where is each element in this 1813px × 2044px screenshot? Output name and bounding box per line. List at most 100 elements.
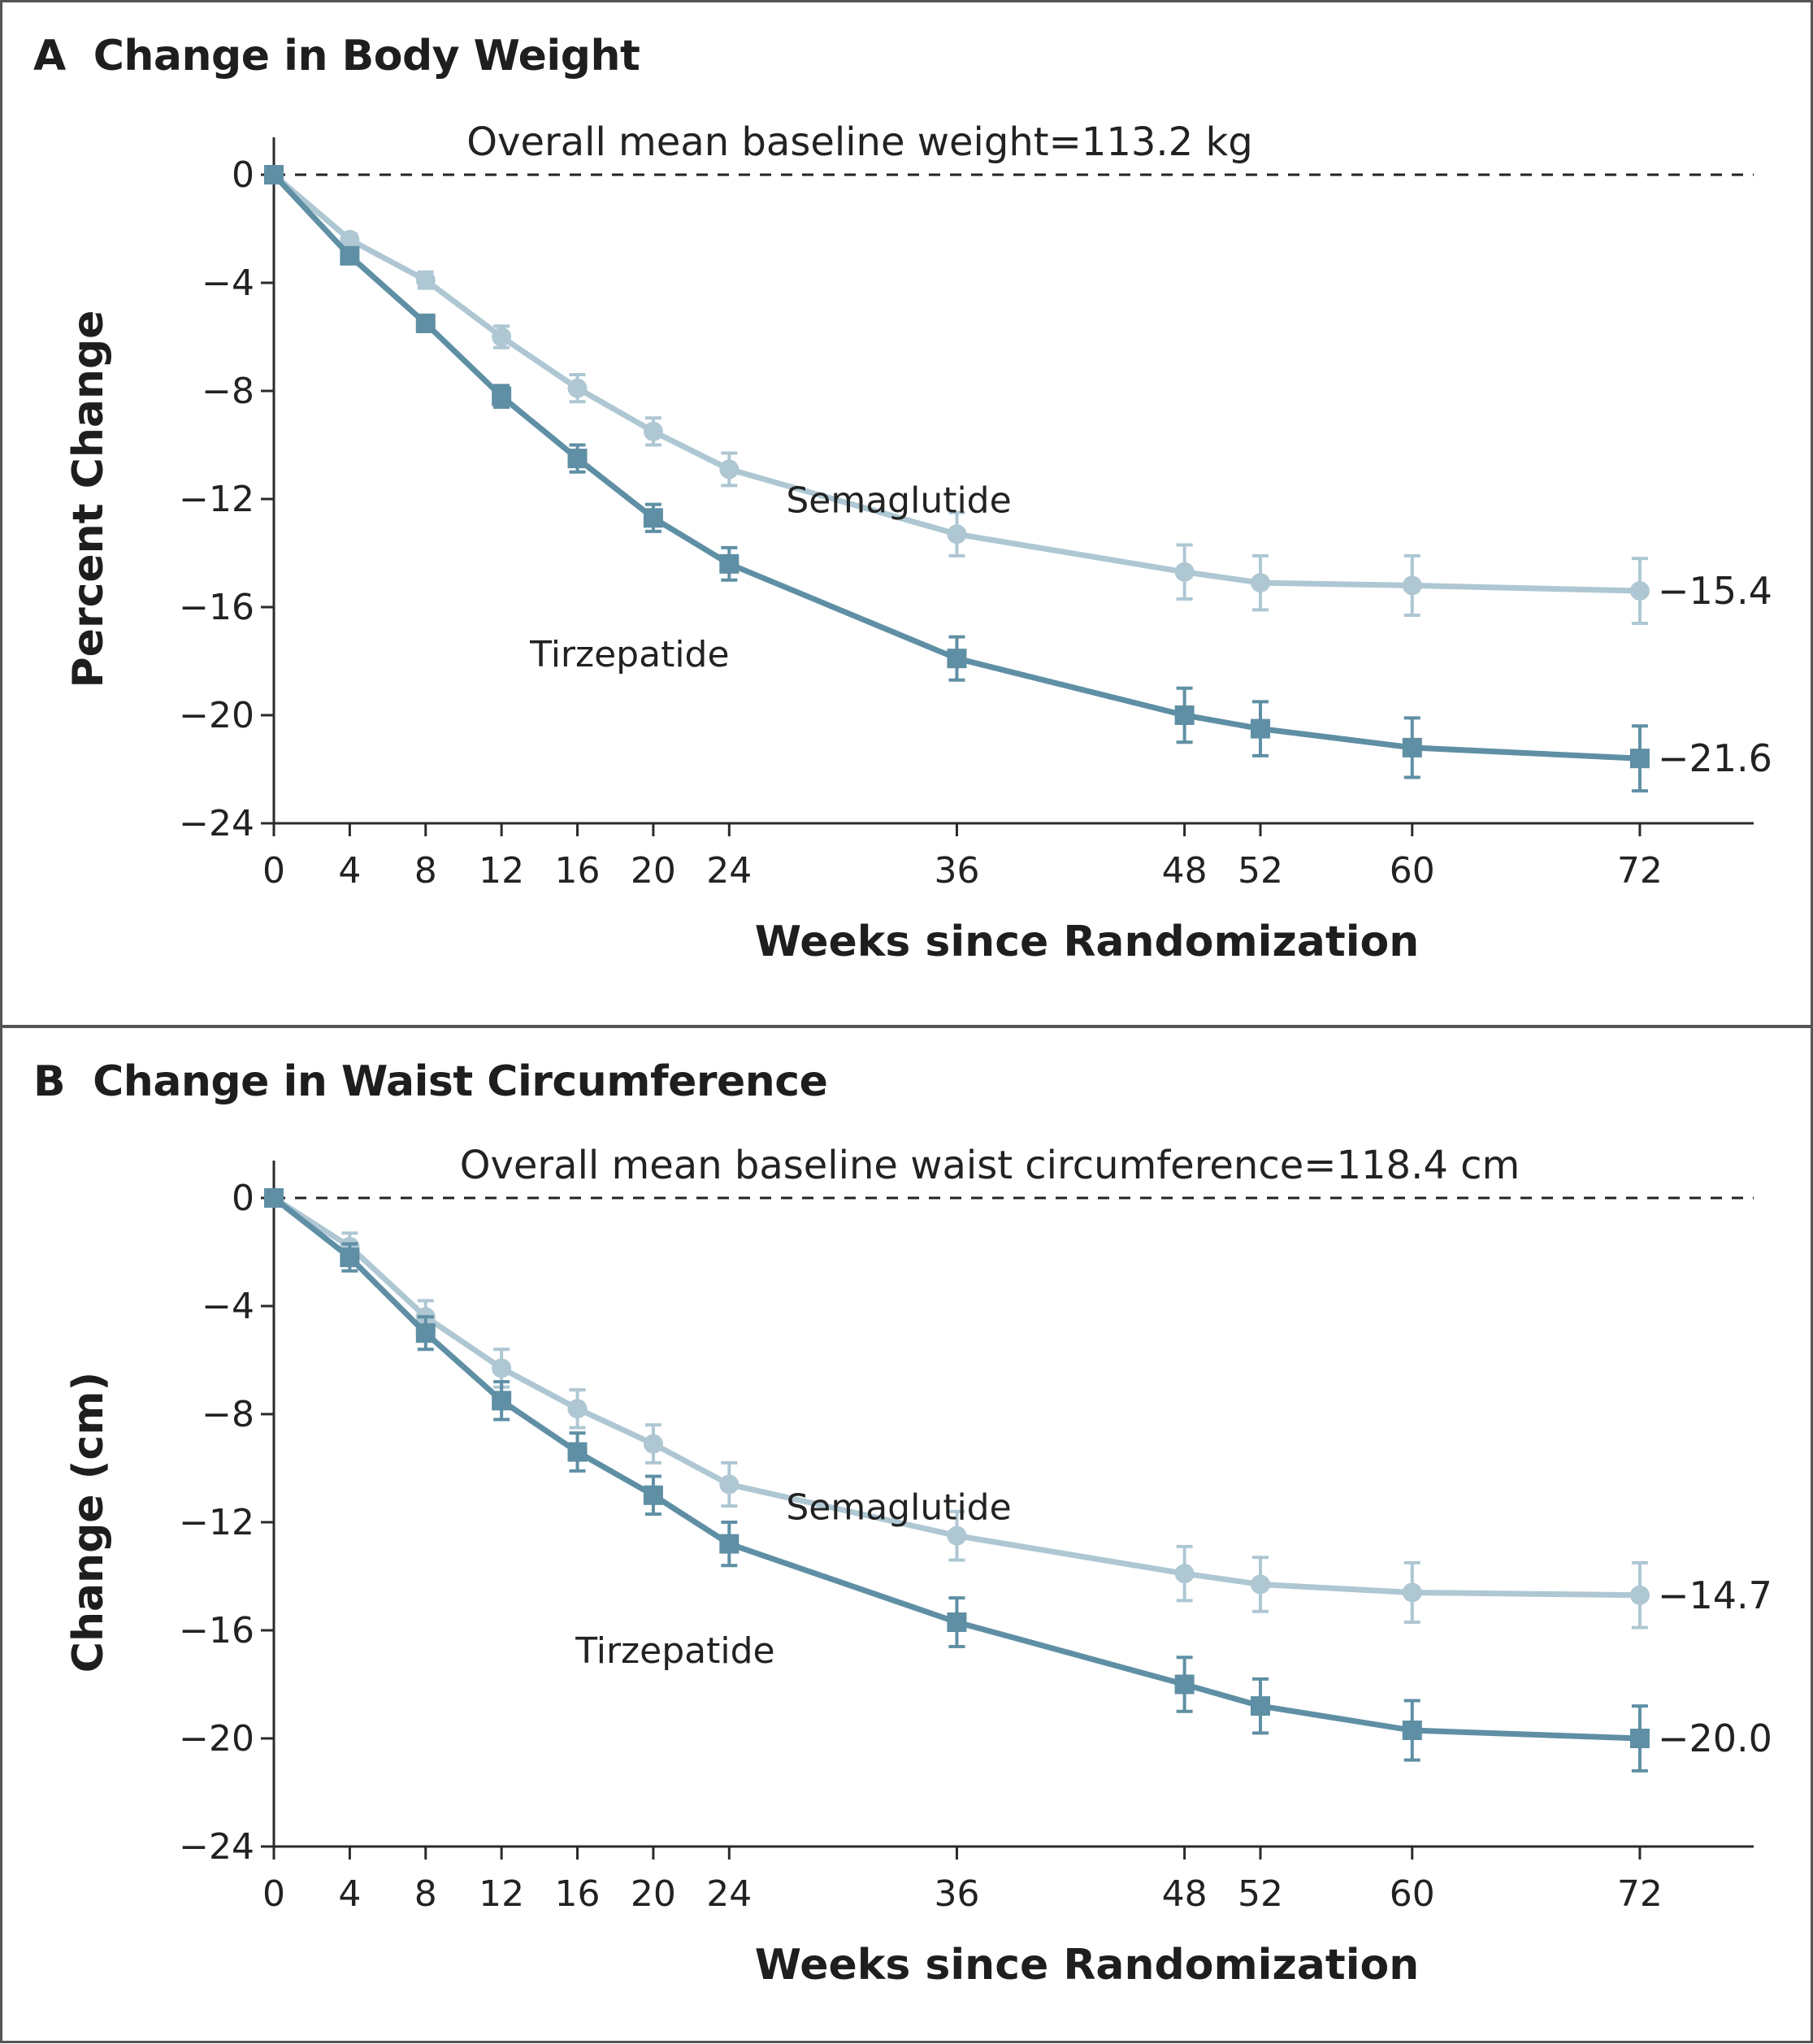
data-point — [1402, 737, 1422, 757]
series-line — [271, 172, 1641, 594]
series-label: Tirzepatide — [575, 1630, 774, 1672]
panel-b-plot: 0−4−8−12−16−20−240 4 8 12 16 20 24 36 48 52 60 72We… — [64, 1143, 1772, 1990]
data-point — [1174, 562, 1195, 582]
panel-a: 0 −4 −8 −12 −16 −20 −24 0 4 8 12 16 20 24 36 48 52 60 72 We… — [2, 2, 1811, 1025]
data-point — [947, 649, 967, 669]
panel-a-letter: A — [33, 32, 66, 80]
data-point — [1402, 1582, 1422, 1603]
data-point — [567, 378, 588, 398]
x-tick-label: 16 — [555, 1873, 601, 1915]
baseline-annotation: Overall mean baseline weight=113.2 kg — [466, 119, 1252, 165]
data-point — [1251, 573, 1270, 593]
end-value-label: −15.4 — [1658, 569, 1772, 613]
data-point — [340, 1248, 360, 1268]
x-tick-label: 24 — [706, 1873, 752, 1915]
x-tick-label: 60 — [1390, 850, 1435, 892]
data-point — [340, 229, 360, 250]
y-tick-label: −8 — [202, 1394, 254, 1435]
series-label: Semaglutide — [786, 480, 1011, 522]
data-point — [567, 1442, 588, 1462]
x-axis-title: Weeks since Randomization — [755, 1941, 1420, 1990]
data-point — [947, 1612, 967, 1633]
data-point — [643, 1485, 663, 1505]
data-point — [1251, 1574, 1270, 1595]
data-point — [567, 1399, 588, 1419]
series-line — [271, 172, 1641, 762]
x-tick-label: 60 — [1390, 1873, 1435, 1915]
series-tirzepatide — [264, 165, 1650, 793]
y-tick-label: −24 — [179, 1826, 254, 1868]
series-tirzepatide — [264, 1188, 1650, 1773]
x-tick-label: 36 — [934, 850, 979, 892]
y-tick-label: 0 — [232, 154, 254, 196]
x-tick-label: 8 — [414, 850, 437, 892]
y-tick-label: −12 — [179, 1502, 254, 1543]
data-point — [1174, 1674, 1195, 1695]
x-tick-label: 24 — [706, 850, 752, 892]
x-tick-label: 4 — [338, 850, 361, 892]
data-point — [415, 313, 436, 333]
data-point — [567, 449, 588, 469]
x-tick-label: 48 — [1162, 850, 1208, 892]
series-line — [271, 1196, 1641, 1742]
data-point — [1629, 749, 1650, 769]
y-tick-label: −4 — [202, 1286, 254, 1327]
series-line — [272, 1196, 1640, 1599]
end-value-label: −14.7 — [1658, 1573, 1772, 1617]
x-tick-label: 8 — [414, 1873, 437, 1915]
data-point — [947, 1525, 967, 1546]
data-point — [264, 1188, 284, 1208]
y-tick-label: −16 — [179, 1610, 254, 1651]
x-tick-label: 48 — [1162, 1873, 1208, 1915]
data-point — [947, 524, 967, 545]
y-tick-label: −24 — [179, 803, 254, 844]
data-point — [1174, 1564, 1195, 1584]
data-point — [415, 270, 436, 290]
y-tick-label: −12 — [179, 479, 254, 520]
x-tick-label: 20 — [631, 1873, 676, 1915]
data-point — [340, 245, 360, 266]
x-tick-label: 0 — [262, 850, 285, 892]
series-label: Semaglutide — [786, 1487, 1011, 1529]
y-tick-label: −16 — [179, 587, 254, 628]
panel-a-title: Change in Body Weight — [93, 32, 640, 80]
y-tick-label: 0 — [232, 1178, 254, 1219]
y-axis-title: Percent Change — [64, 310, 113, 688]
data-point — [492, 327, 512, 347]
x-tick-label: 72 — [1617, 1873, 1663, 1915]
end-value-label: −20.0 — [1658, 1716, 1772, 1760]
x-tick-label: 36 — [934, 1873, 979, 1915]
data-point — [1629, 581, 1650, 601]
data-point — [492, 1358, 512, 1378]
series-semaglutide — [264, 1188, 1650, 1630]
data-point — [1402, 575, 1422, 596]
panel-b: 0 −4 −8 −12 −16 −20 −24 0 4 8 12 16 20 24 36 48 52 60 72 We… — [2, 1025, 1811, 2044]
y-tick-label: −20 — [179, 695, 254, 736]
end-value-label: −21.6 — [1658, 736, 1772, 780]
data-point — [1402, 1721, 1422, 1741]
y-tick-label: −4 — [202, 263, 254, 304]
data-point — [1174, 705, 1195, 725]
x-tick-label: 52 — [1238, 1873, 1283, 1915]
y-tick-label: −20 — [179, 1718, 254, 1760]
panel-b-heading: B Change in Waist Circumference — [33, 1057, 828, 1106]
x-tick-label: 0 — [262, 1873, 285, 1915]
x-tick-label: 12 — [479, 850, 524, 892]
data-point — [264, 165, 284, 184]
x-tick-label: 16 — [555, 850, 601, 892]
data-point — [415, 1323, 436, 1343]
y-tick-label: −8 — [202, 371, 254, 412]
y-axis-title: Change (cm) — [64, 1372, 113, 1673]
x-tick-label: 4 — [338, 1873, 361, 1915]
x-tick-label: 20 — [631, 850, 676, 892]
x-tick-label: 52 — [1238, 850, 1283, 892]
panel-a-plot: 0−4−8−12−16−20−240 4 8 12 16 20 24 36 48 52 60 72We… — [64, 119, 1772, 966]
series-semaglutide — [264, 165, 1650, 625]
x-tick-label: 12 — [479, 1873, 524, 1915]
data-point — [643, 508, 663, 528]
data-point — [1251, 718, 1270, 739]
x-tick-label: 72 — [1617, 850, 1663, 892]
x-axis-title: Weeks since Randomization — [755, 918, 1420, 966]
data-point — [492, 386, 512, 406]
